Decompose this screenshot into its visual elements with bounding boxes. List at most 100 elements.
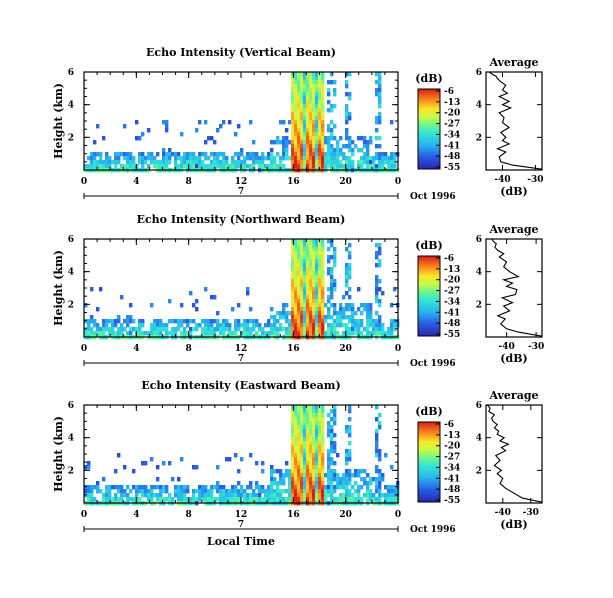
- heatmap-cell: [291, 409, 295, 414]
- heatmap-cell: [147, 128, 151, 133]
- heatmap-cell: [288, 319, 292, 324]
- heatmap-cell: [297, 100, 301, 105]
- heatmap-cell: [321, 283, 325, 288]
- heatmap-cell: [288, 473, 292, 478]
- heatmap-cell: [147, 152, 151, 157]
- heatmap-cell: [375, 287, 379, 292]
- heatmap-cell: [375, 164, 379, 169]
- heatmap-cell: [234, 489, 238, 494]
- heatmap-cell: [84, 164, 88, 169]
- heatmap-cell: [378, 243, 382, 248]
- heatmap-cell: [318, 96, 322, 101]
- heatmap-cell: [315, 413, 319, 418]
- heatmap-cell: [318, 76, 322, 81]
- heatmap-cell: [126, 493, 130, 498]
- heatmap-cell: [123, 327, 127, 332]
- heatmap-cell: [162, 323, 166, 328]
- x-tick-label: 12: [235, 344, 248, 354]
- heatmap-cell: [378, 112, 382, 117]
- heatmap-cell: [291, 144, 295, 149]
- heatmap-cell: [294, 417, 298, 422]
- heatmap-cell: [177, 327, 181, 332]
- heatmap-cell: [318, 469, 322, 474]
- heatmap-cell: [330, 287, 334, 292]
- heatmap-cell: [285, 311, 289, 316]
- heatmap-cell: [321, 88, 325, 93]
- heatmap-cell: [273, 327, 277, 332]
- heatmap-cell: [309, 437, 313, 442]
- heatmap-cell: [222, 120, 226, 125]
- heatmap-cell: [144, 461, 148, 466]
- heatmap-cell: [390, 327, 394, 332]
- heatmap-cell: [333, 477, 337, 482]
- heatmap-cell: [90, 327, 94, 332]
- heatmap-cell: [312, 497, 316, 502]
- colorbar-tick-label: -48: [444, 152, 460, 162]
- profile-line: [491, 238, 543, 337]
- heatmap-cell: [312, 259, 316, 264]
- heatmap-cell: [297, 287, 301, 292]
- heatmap-cell: [330, 104, 334, 109]
- profile-line: [486, 404, 543, 503]
- heatmap-cell: [294, 477, 298, 482]
- heatmap-cell: [327, 481, 331, 486]
- heatmap-cell: [177, 477, 181, 482]
- heatmap-cell: [270, 477, 274, 482]
- heatmap-cell: [315, 239, 319, 244]
- heatmap-cell: [225, 497, 229, 502]
- heatmap-cell: [390, 489, 394, 494]
- heatmap-cell: [177, 323, 181, 328]
- heatmap-cell: [318, 437, 322, 442]
- heatmap-cell: [306, 148, 310, 153]
- heatmap-cell: [342, 295, 346, 300]
- heatmap-cell: [174, 164, 178, 169]
- heatmap-cell: [300, 319, 304, 324]
- heatmap-cell: [174, 152, 178, 157]
- heatmap-cell: [321, 84, 325, 89]
- heatmap-cell: [270, 497, 274, 502]
- heatmap-cell: [300, 453, 304, 458]
- heatmap-cell: [297, 425, 301, 430]
- heatmap-cell: [333, 485, 337, 490]
- heatmap-cell: [126, 315, 130, 320]
- heatmap-cell: [318, 453, 322, 458]
- heatmap-cell: [378, 457, 382, 462]
- heatmap-cell: [309, 104, 313, 109]
- heatmap-cell: [348, 287, 352, 292]
- heatmap-cell: [321, 263, 325, 268]
- heatmap-cell: [273, 497, 277, 502]
- heatmap-cell: [321, 104, 325, 109]
- heatmap-cell: [333, 473, 337, 478]
- heatmap-cell: [357, 319, 361, 324]
- heatmap-cell: [330, 437, 334, 442]
- heatmap-cell: [378, 477, 382, 482]
- heatmap-cell: [390, 323, 394, 328]
- heatmap-cell: [303, 283, 307, 288]
- heatmap-cell: [375, 437, 379, 442]
- heatmap-cell: [117, 160, 121, 165]
- heatmap-cell: [108, 331, 112, 336]
- heatmap-cell: [99, 327, 103, 332]
- heatmap-cell: [333, 417, 337, 422]
- heatmap-cell: [309, 299, 313, 304]
- heatmap-cell: [300, 112, 304, 117]
- heatmap-cell: [150, 485, 154, 490]
- heatmap-cell: [330, 160, 334, 165]
- heatmap-cell: [303, 88, 307, 93]
- heatmap-cell: [282, 327, 286, 332]
- heatmap-cell: [360, 164, 364, 169]
- heatmap-cell: [342, 493, 346, 498]
- colorbar: [417, 421, 441, 503]
- heatmap-cell: [153, 160, 157, 165]
- heatmap-cell: [156, 327, 160, 332]
- heatmap-cell: [321, 485, 325, 490]
- heatmap-cell: [327, 287, 331, 292]
- heatmap-cell: [309, 421, 313, 426]
- heatmap-cell: [300, 148, 304, 153]
- heatmap-cell: [114, 485, 118, 490]
- heatmap-cell: [321, 299, 325, 304]
- heatmap-cell: [378, 263, 382, 268]
- heatmap-cell: [207, 327, 211, 332]
- heatmap-cell: [93, 323, 97, 328]
- heatmap-cell: [309, 255, 313, 260]
